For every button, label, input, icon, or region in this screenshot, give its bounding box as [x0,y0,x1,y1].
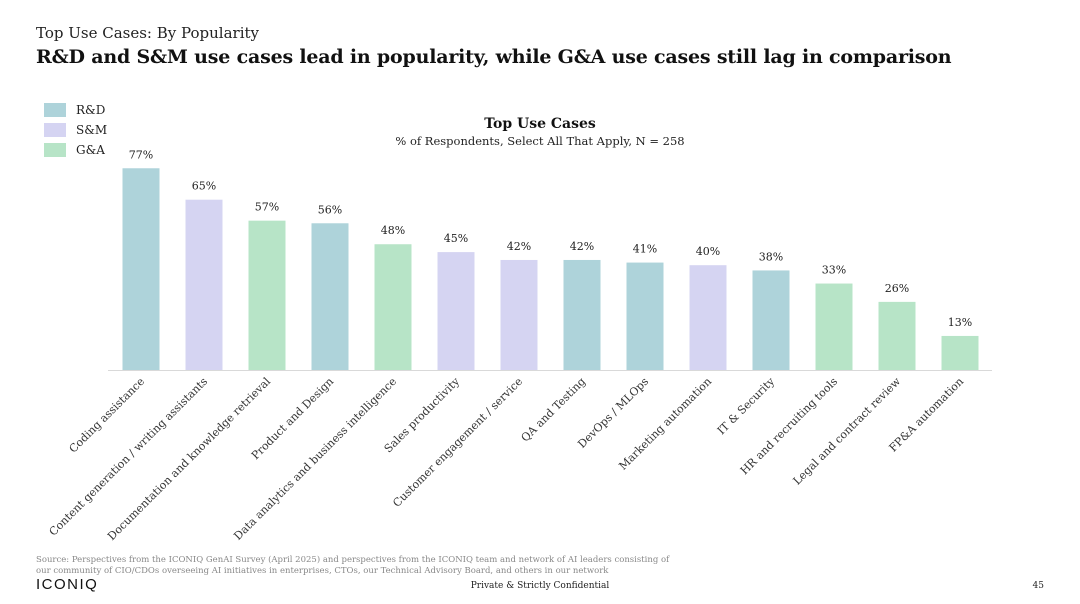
bar-9 [626,262,664,370]
legend-label-rd: R&D [76,103,106,117]
page-number: 45 [1032,581,1044,591]
bar-value-label-1: 77% [129,148,153,161]
legend-item-sm: S&M [44,120,107,140]
brand-logo: ICONIQ [36,576,99,593]
slide-headline: R&D and S&M use cases lead in popularity… [36,46,952,68]
bar-10 [689,265,727,370]
bar-1 [122,168,160,370]
bar-value-label-10: 40% [696,245,720,258]
bar-value-label-13: 26% [885,282,909,295]
bar-value-label-2: 65% [192,180,216,193]
bar-13 [878,301,916,370]
legend-label-ga: G&A [76,143,105,157]
bar-2 [185,199,223,370]
bar-value-label-11: 38% [759,250,783,263]
category-label-13: Legal and contract review [791,375,904,488]
legend-item-rd: R&D [44,100,107,120]
bar-12 [815,283,853,370]
bar-value-label-8: 42% [570,240,594,253]
slide-kicker: Top Use Cases: By Popularity [36,24,259,42]
bar-7 [500,259,538,370]
bar-6 [437,252,475,370]
confidential-notice: Private & Strictly Confidential [470,581,610,591]
legend-label-sm: S&M [76,123,108,137]
bar-5 [374,244,412,370]
chart-title: Top Use Cases [484,116,596,132]
bar-4 [311,223,349,370]
legend-swatch-ga [44,143,66,157]
legend-item-ga: G&A [44,140,107,160]
legend-swatch-rd [44,103,66,117]
bar-value-label-9: 41% [633,243,657,256]
bar-value-label-6: 45% [444,232,468,245]
bar-value-label-7: 42% [507,240,531,253]
category-label-7: Customer engagement / service [390,375,525,510]
legend-swatch-sm [44,123,66,137]
category-label-11: IT & Security [715,374,778,437]
chart-subtitle: % of Respondents, Select All That Apply,… [395,134,685,148]
bar-value-label-5: 48% [381,224,405,237]
chart-legend: R&D S&M G&A [44,100,107,160]
category-label-8: QA and Testing [519,375,589,445]
bar-11 [752,270,790,370]
bar-14 [941,335,979,370]
bar-8 [563,259,601,370]
bar-value-label-12: 33% [822,264,846,277]
bar-3 [248,220,286,370]
bar-value-label-14: 13% [948,316,972,329]
bar-value-label-3: 57% [255,201,279,214]
source-note: Source: Perspectives from the ICONIQ Gen… [36,555,670,576]
bar-value-label-4: 56% [318,203,342,216]
